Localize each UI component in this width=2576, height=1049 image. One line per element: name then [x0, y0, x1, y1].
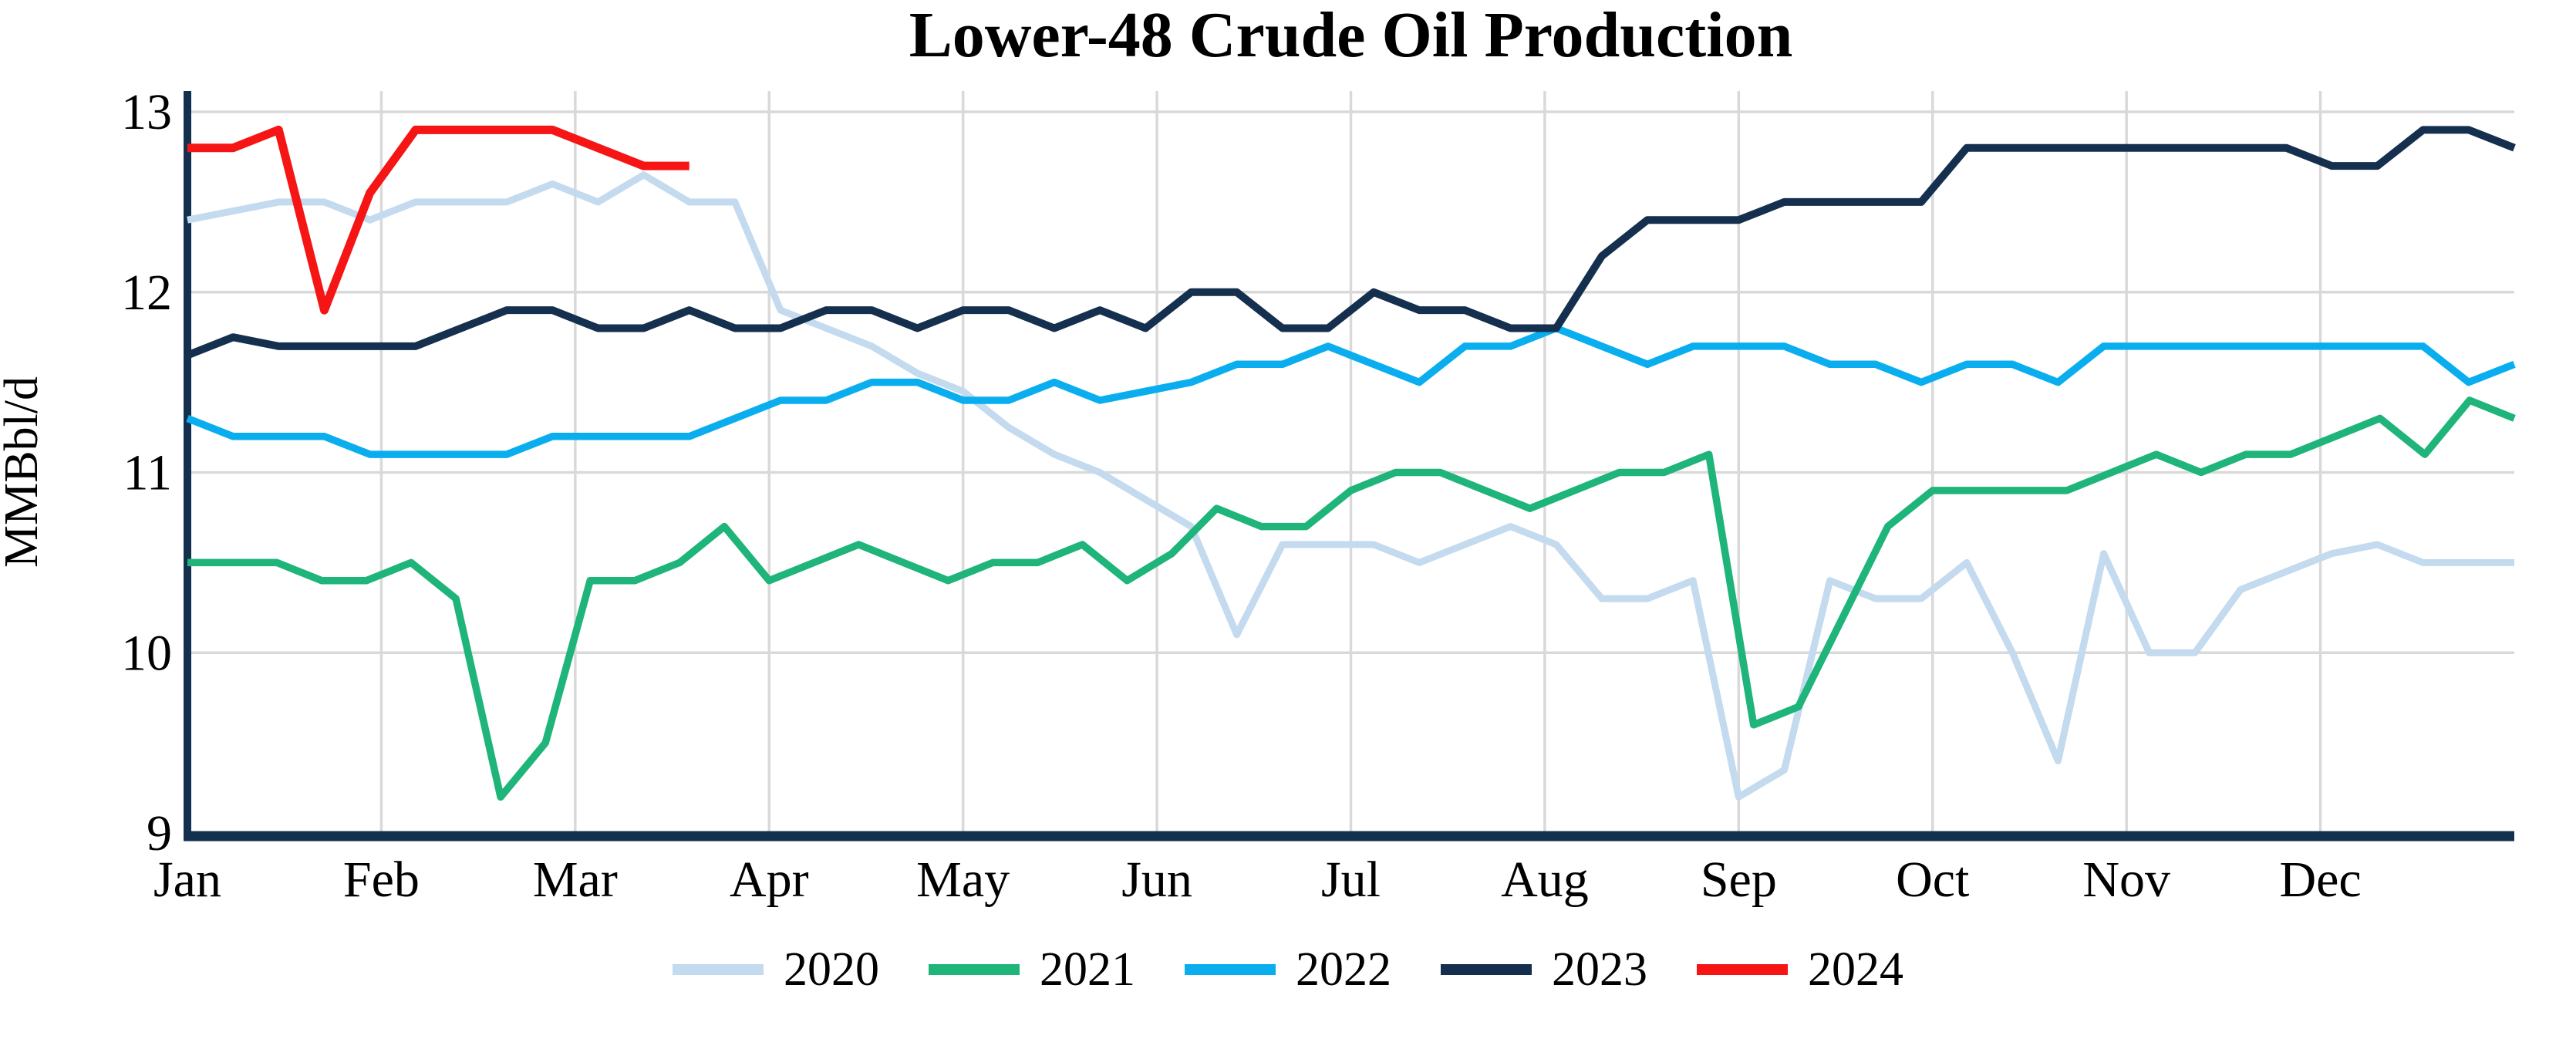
series-line-2024 — [187, 125, 690, 315]
legend-label-2020: 2020 — [784, 943, 879, 996]
y-tick-label-13: 13 — [121, 84, 172, 140]
x-tick-label-Jul: Jul — [1321, 852, 1381, 908]
legend-item-2023: 2023 — [1441, 943, 1647, 997]
y-tick-label-11: 11 — [123, 445, 172, 501]
chart-title: Lower-48 Crude Oil Production — [909, 0, 1793, 71]
x-tick-label-Jun: Jun — [1121, 852, 1192, 908]
legend-item-2024: 2024 — [1697, 943, 1903, 997]
y-tick-label-10: 10 — [121, 625, 172, 681]
x-tick-label-Sep: Sep — [1701, 852, 1777, 908]
legend-swatch-2021 — [929, 964, 1020, 975]
x-tick-label-Mar: Mar — [533, 852, 618, 908]
x-tick-label-Oct: Oct — [1896, 852, 1969, 908]
legend-item-2021: 2021 — [929, 943, 1135, 997]
legend-label-2021: 2021 — [1040, 943, 1135, 996]
legend-label-2024: 2024 — [1808, 943, 1903, 996]
x-tick-label-May: May — [916, 852, 1010, 908]
legend-item-2020: 2020 — [673, 943, 879, 997]
x-tick-label-Feb: Feb — [343, 852, 420, 908]
y-tick-label-12: 12 — [121, 265, 172, 321]
x-tick-label-Aug: Aug — [1501, 852, 1589, 908]
series-line-2020 — [187, 171, 2514, 801]
series-line-2023 — [186, 126, 2516, 359]
legend-item-2022: 2022 — [1185, 943, 1391, 997]
x-tick-label-Apr: Apr — [730, 852, 809, 908]
x-tick-label-Nov: Nov — [2082, 852, 2170, 908]
legend-swatch-2020 — [673, 964, 764, 975]
y-tick-label-9: 9 — [147, 805, 172, 862]
legend-label-2023: 2023 — [1552, 943, 1647, 996]
legend-swatch-2022 — [1185, 964, 1276, 975]
x-tick-label-Dec: Dec — [2279, 852, 2361, 908]
chart-legend: 2020 2021 2022 2023 2024 — [0, 935, 2576, 1004]
series-line-2021 — [187, 396, 2516, 801]
legend-swatch-2024 — [1697, 964, 1788, 975]
series-line-2022 — [186, 324, 2516, 458]
x-tick-label-Jan: Jan — [153, 852, 221, 908]
legend-swatch-2023 — [1441, 964, 1532, 975]
legend-label-2022: 2022 — [1296, 943, 1391, 996]
